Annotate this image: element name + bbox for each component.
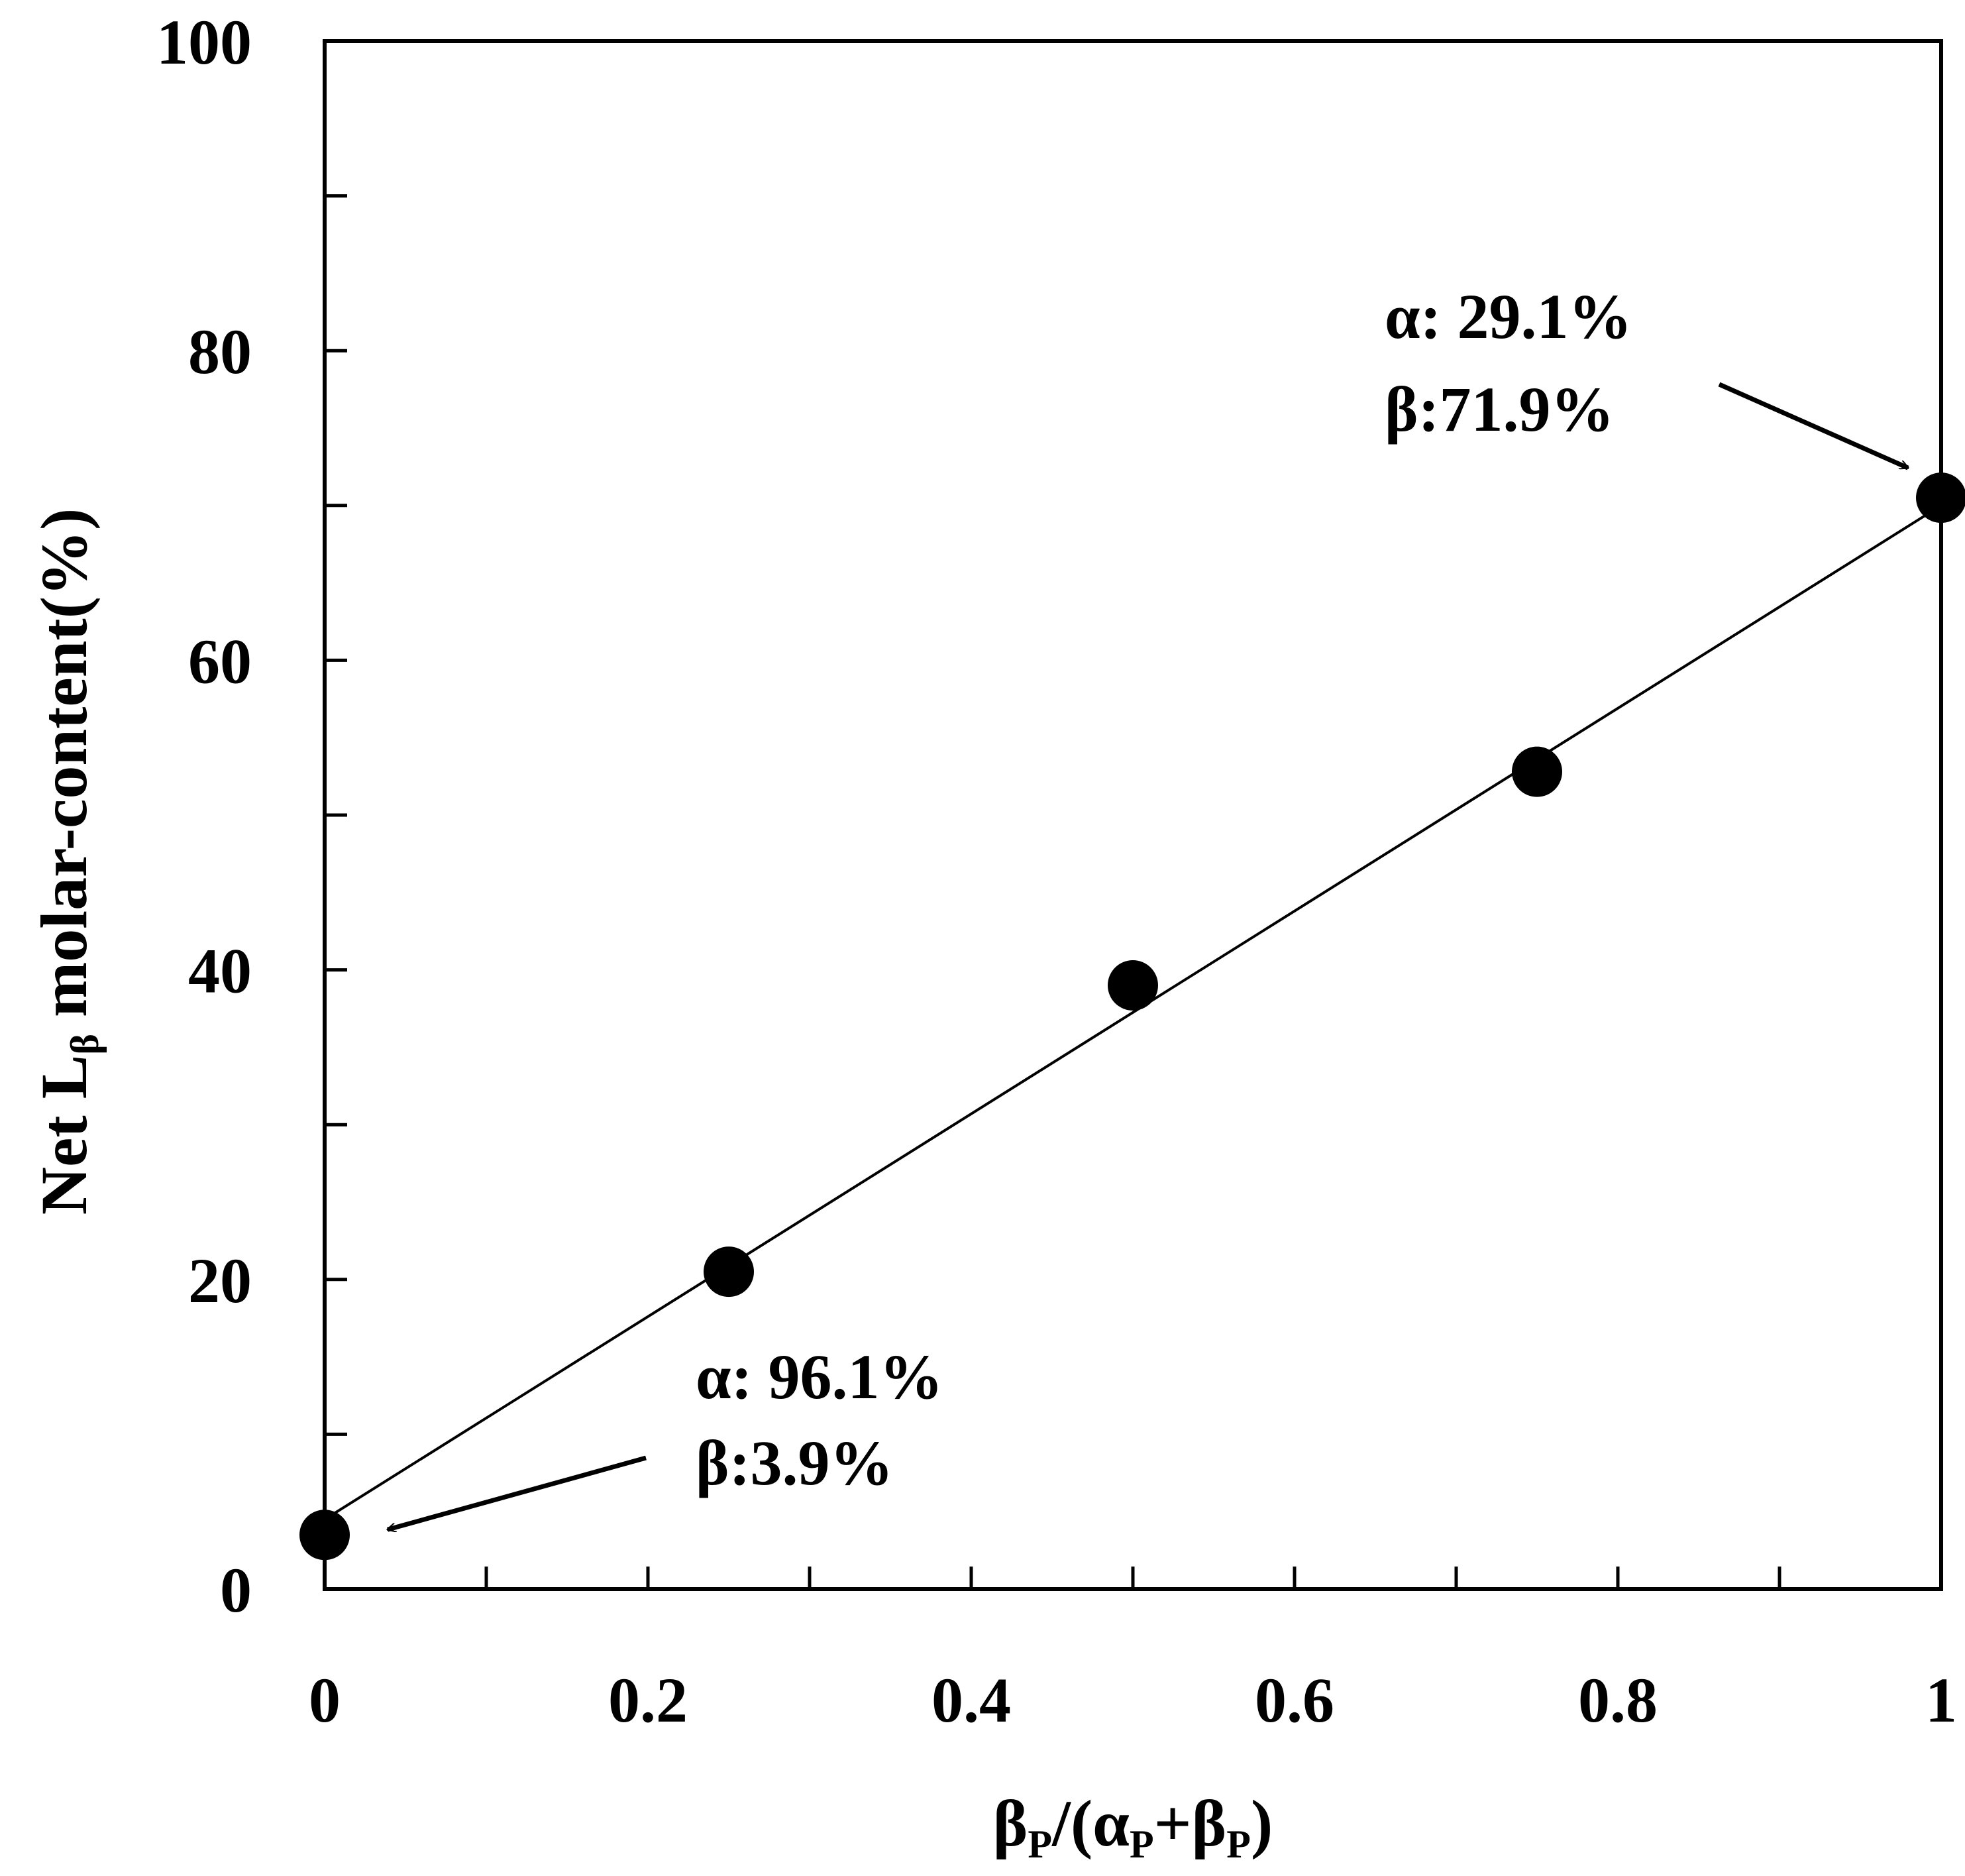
arrow-high — [1718, 382, 1908, 470]
annotation-alpha-low: α: 96.1% — [696, 1341, 943, 1412]
x-tick-label: 0 — [309, 1665, 341, 1736]
x-tick-label: 0.4 — [931, 1665, 1011, 1736]
arrow-low — [388, 1455, 647, 1529]
annotation-alpha-high: α: 29.1% — [1385, 281, 1632, 352]
y-tick-label: 40 — [188, 936, 252, 1007]
x-axis: 0 0.2 0.4 0.6 0.8 1 — [309, 1567, 1957, 1736]
data-point — [1512, 746, 1562, 797]
annotations: α: 29.1% β:71.9% α: 96.1% β:3.9% — [388, 281, 1908, 1529]
data-point — [1108, 960, 1158, 1011]
y-tick-label: 0 — [220, 1555, 252, 1626]
annotation-beta-low: β:3.9% — [696, 1427, 894, 1498]
y-tick-label: 20 — [188, 1245, 252, 1316]
fit-line — [323, 504, 1942, 1521]
y-axis: 0 20 40 60 80 100 — [156, 7, 347, 1626]
data-point — [704, 1246, 754, 1297]
plot-border — [323, 39, 1943, 1591]
x-tick-label: 0.2 — [608, 1665, 688, 1736]
trend-line — [323, 504, 1942, 1521]
x-axis-title: βP/(αP+βP) — [993, 1787, 1273, 1866]
plot-frame — [323, 39, 1943, 1591]
x-tick-label: 0.8 — [1578, 1665, 1658, 1736]
annotation-beta-high: β:71.9% — [1385, 374, 1615, 445]
y-tick-label: 60 — [188, 626, 252, 696]
data-series — [299, 472, 1965, 1561]
x-tick-label: 0.6 — [1255, 1665, 1334, 1736]
data-point — [299, 1510, 350, 1561]
y-tick-label: 80 — [188, 316, 252, 387]
data-point — [1916, 472, 1965, 524]
y-axis-title: Net Lβ molar-content(%) — [27, 508, 107, 1215]
x-tick-label: 1 — [1925, 1665, 1957, 1736]
y-tick-label: 100 — [156, 7, 252, 78]
